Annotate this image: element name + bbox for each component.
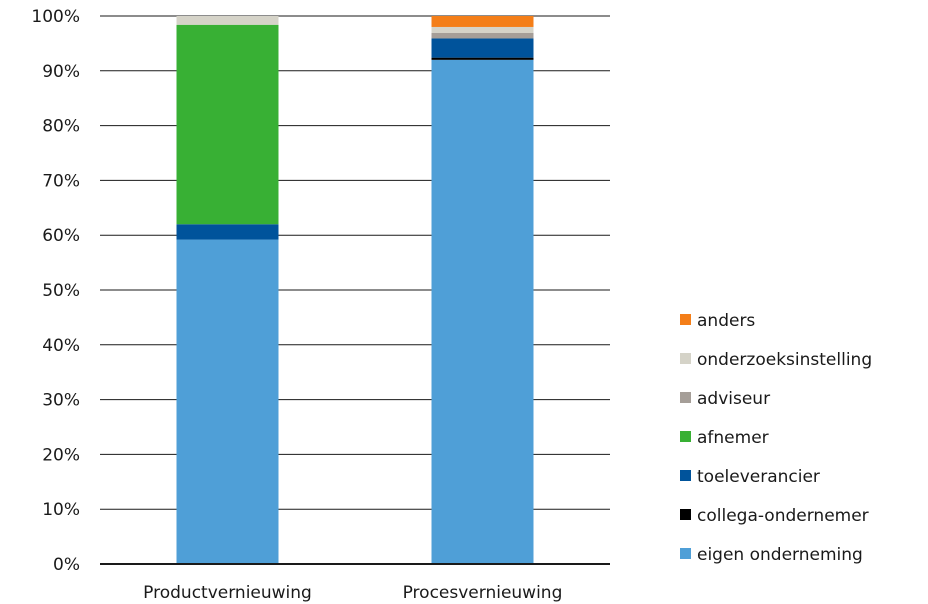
legend-label: afnemer — [697, 428, 769, 448]
legend-swatch — [680, 314, 691, 325]
legend-swatch — [680, 353, 691, 364]
y-tick-label: 40% — [42, 336, 80, 356]
legend-swatch — [680, 470, 691, 481]
legend-swatch — [680, 392, 691, 403]
y-tick-label: 20% — [42, 445, 80, 465]
bar-segment — [431, 59, 534, 565]
legend-swatch — [680, 509, 691, 520]
legend-swatch — [680, 431, 691, 442]
bars — [176, 16, 534, 565]
bar-segment — [431, 57, 534, 60]
legend-label: adviseur — [697, 389, 770, 409]
y-tick-label: 0% — [53, 555, 80, 575]
x-category-label: Productvernieuwing — [143, 583, 312, 603]
y-tick-label: 30% — [42, 391, 80, 411]
legend-label: onderzoeksinstelling — [697, 350, 872, 370]
legend-label: toeleverancier — [697, 467, 820, 487]
legend-label: eigen onderneming — [697, 545, 863, 565]
legend-swatch — [680, 548, 691, 559]
bar-segment — [176, 24, 279, 225]
legend-label: anders — [697, 311, 755, 331]
bar-segment — [431, 26, 534, 33]
bar-segment — [431, 16, 534, 27]
y-tick-label: 70% — [42, 171, 80, 191]
axes: 0% 10% 20% 30% 40% 50% 60% 70% 80% 90% 100% Product… — [31, 7, 610, 603]
x-category-label: Procesvernieuwing — [403, 583, 563, 603]
y-tick-label: 80% — [42, 117, 80, 137]
y-tick-label: 60% — [42, 226, 80, 246]
y-tick-label: 100% — [31, 7, 80, 27]
bar-segment — [176, 224, 279, 240]
legend-label: collega-ondernemer — [697, 506, 869, 526]
legend: anders onderzoeksinstelling adviseur afneme… — [680, 311, 872, 565]
y-tick-label: 10% — [42, 500, 80, 520]
bar-segment — [176, 239, 279, 565]
y-tick-label: 90% — [42, 62, 80, 82]
bar-segment — [176, 16, 279, 25]
y-tick-label: 50% — [42, 281, 80, 301]
bar-segment — [431, 38, 534, 58]
bar-segment — [431, 32, 534, 39]
